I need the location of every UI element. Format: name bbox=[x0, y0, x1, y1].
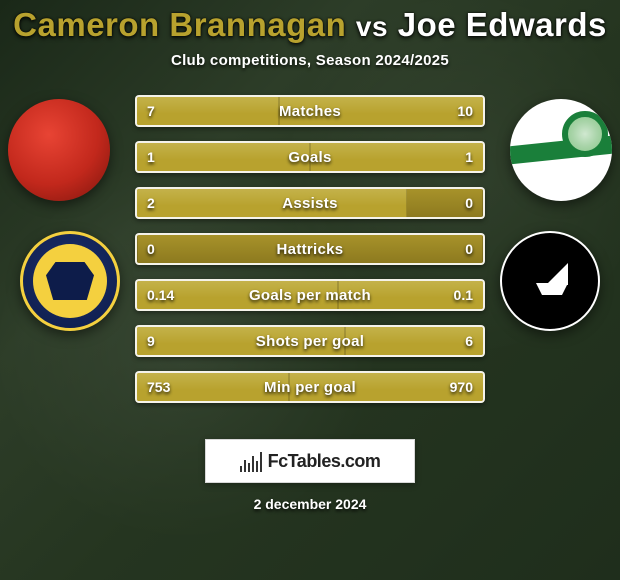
bull-icon bbox=[46, 262, 94, 300]
stat-value-right: 10 bbox=[447, 97, 483, 125]
stat-value-left: 1 bbox=[137, 143, 165, 171]
stat-row: Assists2 0 bbox=[135, 187, 485, 219]
logo-bar bbox=[240, 466, 242, 472]
page-title: Cameron Brannagan vs Joe Edwards bbox=[0, 6, 620, 44]
stat-row: Goals per match0.14 0.1 bbox=[135, 279, 485, 311]
stat-value-left: 9 bbox=[137, 327, 165, 355]
stat-value-right: 970 bbox=[440, 373, 483, 401]
logo-bar bbox=[244, 460, 246, 472]
player2-club-badge bbox=[500, 231, 600, 331]
subtitle: Club competitions, Season 2024/2025 bbox=[0, 52, 620, 69]
stat-value-left: 2 bbox=[137, 189, 165, 217]
logo-bar bbox=[260, 452, 262, 472]
player1-club-badge bbox=[20, 231, 120, 331]
stat-value-left: 7 bbox=[137, 97, 165, 125]
footer: FcTables.com 2 december 2024 bbox=[0, 439, 620, 512]
stat-value-right: 0 bbox=[455, 189, 483, 217]
brand-logo-icon bbox=[240, 450, 262, 472]
player1-name: Cameron Brannagan bbox=[13, 6, 346, 43]
stat-value-right: 0.1 bbox=[444, 281, 483, 309]
stat-row: Goals1 1 bbox=[135, 141, 485, 173]
logo-bar bbox=[252, 456, 254, 472]
oxford-badge-inner bbox=[33, 244, 107, 318]
stat-label: Hattricks bbox=[137, 235, 483, 263]
comparison-card: Cameron Brannagan vs Joe Edwards Club co… bbox=[0, 0, 620, 580]
stat-value-left: 0 bbox=[137, 235, 165, 263]
brand-badge: FcTables.com bbox=[205, 439, 415, 483]
vs-label: vs bbox=[356, 11, 388, 42]
stat-value-right: 6 bbox=[455, 327, 483, 355]
brand-name: FcTables.com bbox=[268, 451, 381, 472]
stat-value-left: 0.14 bbox=[137, 281, 184, 309]
stat-row: Hattricks0 0 bbox=[135, 233, 485, 265]
stat-row: Min per goal753 970 bbox=[135, 371, 485, 403]
comparison-arena: Matches710Goals11Assists20Hattricks00Goa… bbox=[0, 91, 620, 431]
stat-label: Assists bbox=[137, 189, 483, 217]
stat-label: Matches bbox=[137, 97, 483, 125]
stat-label: Goals per match bbox=[137, 281, 483, 309]
stat-value-left: 753 bbox=[137, 373, 180, 401]
stat-row: Matches7 10 bbox=[135, 95, 485, 127]
player2-name: Joe Edwards bbox=[398, 6, 607, 43]
stat-value-right: 0 bbox=[455, 235, 483, 263]
ship-icon bbox=[524, 265, 580, 301]
logo-bar bbox=[248, 463, 250, 472]
logo-bar bbox=[256, 461, 258, 472]
stat-value-right: 1 bbox=[455, 143, 483, 171]
stat-bars: Matches710Goals11Assists20Hattricks00Goa… bbox=[135, 95, 485, 417]
player2-avatar bbox=[510, 99, 612, 201]
stat-row: Shots per goal9 6 bbox=[135, 325, 485, 357]
stat-label: Goals bbox=[137, 143, 483, 171]
player1-avatar bbox=[8, 99, 110, 201]
date-label: 2 december 2024 bbox=[254, 496, 367, 512]
stat-label: Shots per goal bbox=[137, 327, 483, 355]
stat-label: Min per goal bbox=[137, 373, 483, 401]
